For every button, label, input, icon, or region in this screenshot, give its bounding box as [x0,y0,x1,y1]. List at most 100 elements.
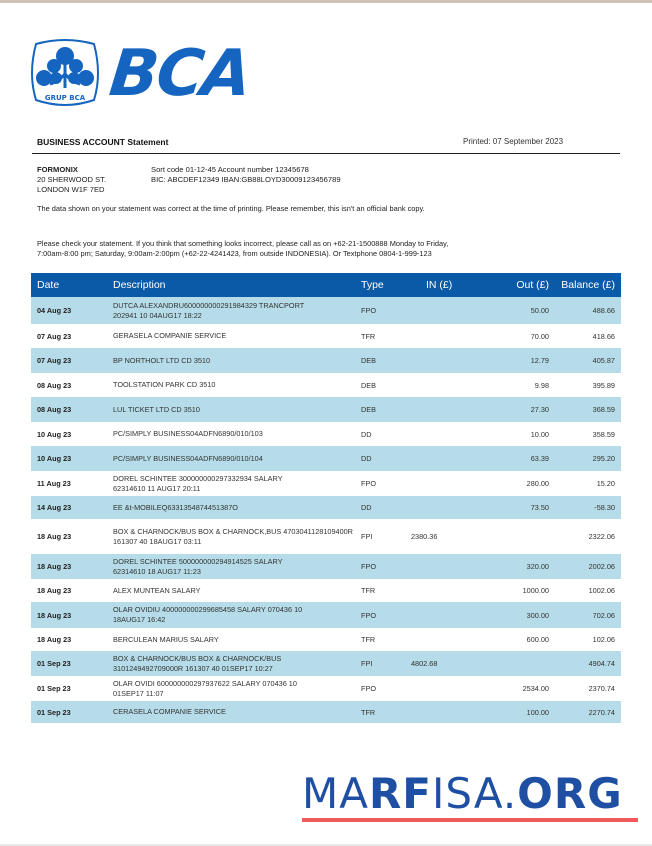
out-amount-cell: 280.00 [526,479,549,488]
table-row: 14 Aug 23 EE &t-MOBILEQ6331354874451387O D… [31,496,621,519]
description-line-2: 62314610 11 AUG17 20:11 [113,483,201,493]
balance-cell: 405.87 [592,356,615,365]
bca-emblem-icon: GRUP BCA [31,39,99,106]
description-line-1: CERASELA COMPANIE SERVICE [113,707,226,716]
description-line-1: OLAR OVIDIU 400000000299685458 SALARY 07… [113,605,303,614]
description-cell: GERASELA COMPANIE SERVICE [113,331,361,341]
watermark-text: MARFISA.ORG [302,772,638,816]
date-cell: 01 Sep 23 [37,684,71,693]
description-line-1: ALEX MUNTEAN SALARY [113,585,201,595]
date-cell: 01 Sep 23 [37,659,71,668]
column-in: IN (£) [426,279,453,291]
type-cell: DEB [361,405,377,414]
bottom-border [0,844,652,846]
table-row: 01 Sep 23 CERASELA COMPANIE SERVICE TFR 100… [31,701,621,723]
out-amount-cell: 27.30 [530,405,549,414]
type-cell: TFR [361,707,376,717]
type-cell: FPI [361,532,373,541]
description-cell: OLAR OVIDIU 400000000299685458 SALARY 07… [113,605,361,625]
date-cell: 08 Aug 23 [37,405,72,414]
description-line-1: TOOLSTATION PARK CD 3510 [113,380,216,389]
table-row: 10 Aug 23 PC/SIMPLY BUSINESS04ADFN6890/01… [31,422,621,446]
table-row: 08 Aug 23 LUL TICKET LTD CD 3510 DEB 27.30 3… [31,397,621,422]
type-cell: DD [361,429,372,439]
watermark-part-3: ISA. [432,769,518,818]
description-line-1: BERCULEAN MARIUS SALARY [113,634,219,644]
date-cell: 07 Aug 23 [37,356,72,365]
type-cell: DD [361,503,372,512]
bca-wordmark: BCA [106,37,254,111]
type-cell: DEB [361,356,377,365]
out-amount-cell: 9.98 [534,380,549,390]
description-cell: DOREL SCHINTEE 300000000297332934 SALARY… [113,474,361,494]
balance-cell: 358.59 [592,429,615,439]
balance-cell: 4904.74 [588,659,615,668]
address-line-2: LONDON W1F 7ED [37,185,105,194]
in-amount-cell: 2380.36 [411,532,438,541]
out-amount-cell: 2534.00 [522,684,549,693]
description-cell: BP NORTHOLT LTD CD 3510 [113,356,361,366]
date-cell: 04 Aug 23 [37,306,72,315]
column-date: Date [37,279,60,291]
description-cell: PC/SIMPLY BUSINESS04ADFN6890/010/104 [113,454,361,464]
description-line-2: 202941 10 04AUG17 18:22 [113,310,202,320]
table-row: 11 Aug 23 DOREL SCHINTEE 3000000002973329… [31,471,621,496]
table-row: 18 Aug 23 ALEX MUNTEAN SALARY TFR 1000.00 10… [31,579,621,602]
marfisa-watermark: MARFISA.ORG [302,772,638,822]
description-cell: ALEX MUNTEAN SALARY [113,586,361,596]
balance-cell: 2002.06 [588,562,615,571]
description-line-2: 3101249492709000R 161307 40 01SEP17 10:2… [113,663,273,673]
description-line-1: EE &t-MOBILEQ6331354874451387O [113,502,238,512]
description-line-1: PC/SIMPLY BUSINESS04ADFN6890/010/103 [113,429,263,438]
top-border [0,0,652,3]
table-row: 18 Aug 23 BERCULEAN MARIUS SALARY TFR 600.0… [31,628,621,651]
description-line-1: PC/SIMPLY BUSINESS04ADFN6890/010/104 [113,453,263,463]
description-line-2: 18AUG17 16:42 [113,615,166,624]
table-row: 18 Aug 23 BOX & CHARNOCK/BUS BOX & CHARNO… [31,519,621,554]
in-amount-cell: 4802.68 [411,659,438,668]
out-amount-cell: 70.00 [530,331,549,341]
type-cell: DEB [361,380,377,390]
out-amount-cell: 600.00 [526,635,549,644]
date-cell: 18 Aug 23 [37,586,72,595]
table-row: 18 Aug 23 DOREL SCHINTEE 5000000002949145… [31,554,621,579]
watermark-part-4: ORG [517,769,623,818]
balance-cell: 418.66 [592,331,615,341]
balance-cell: 2270.74 [588,707,615,717]
date-cell: 18 Aug 23 [37,635,72,644]
type-cell: TFR [361,635,376,644]
column-type: Type [361,279,384,291]
balance-cell: 295.20 [592,454,615,463]
account-details: Sort code 01-12-45 Account number 123456… [151,165,341,185]
table-row: 04 Aug 23 DUTCA ALEXANDRU6000000002919843… [31,297,621,324]
description-line-1: DOREL SCHINTEE 300000000297332934 SALARY [113,473,283,483]
date-cell: 18 Aug 23 [37,562,72,571]
sort-code-account-number: Sort code 01-12-45 Account number 123456… [151,165,309,174]
table-row: 07 Aug 23 BP NORTHOLT LTD CD 3510 DEB 12.79… [31,348,621,373]
type-cell: TFR [361,586,376,595]
date-cell: 10 Aug 23 [37,429,72,439]
type-cell: FPO [361,610,376,620]
table-row: 01 Sep 23 BOX & CHARNOCK/BUS BOX & CHARNO… [31,651,621,676]
balance-cell: 2370.74 [588,684,615,693]
balance-cell: 395.89 [592,380,615,390]
description-cell: BOX & CHARNOCK/BUS BOX & CHARNOCK/BUS 310… [113,654,361,674]
description-line-1: LUL TICKET LTD CD 3510 [113,404,200,414]
type-cell: FPO [361,684,376,693]
description-line-1: DOREL SCHINTEE 500000000294914525 SALARY [113,556,283,566]
date-cell: 11 Aug 23 [37,479,71,488]
statement-title: BUSINESS ACCOUNT Statement [37,137,169,147]
out-amount-cell: 10.00 [530,429,549,439]
table-row: 01 Sep 23 OLAR OVIDI 600000000297937622 S… [31,676,621,701]
balance-cell: 368.59 [592,405,615,414]
table-body: 04 Aug 23 DUTCA ALEXANDRU6000000002919843… [31,297,621,723]
description-line-2: 62314610 18 AUG17 11:23 [113,566,201,576]
out-amount-cell: 320.00 [526,562,549,571]
table-row: 10 Aug 23 PC/SIMPLY BUSINESS04ADFN6890/01… [31,446,621,471]
table-header: Date Description Type IN (£) Out (£) Bal… [31,273,621,297]
out-amount-cell: 63.39 [530,454,549,463]
date-cell: 18 Aug 23 [37,610,72,620]
description-cell: DUTCA ALEXANDRU600000000291984329 TRANCP… [113,301,361,321]
out-amount-cell: 1000.00 [522,586,549,595]
type-cell: FPO [361,562,376,571]
